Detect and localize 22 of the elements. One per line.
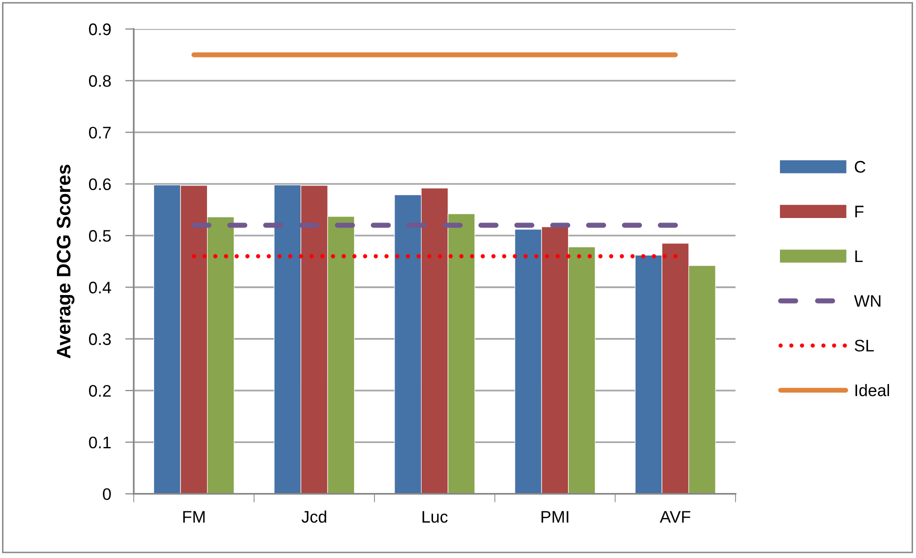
y-tick-label: 0.8: [89, 75, 111, 87]
y-tick-label: 0.6: [89, 178, 111, 190]
y-tick-label: 0.2: [89, 384, 111, 397]
y-tick-label: 0.1: [89, 436, 111, 448]
x-tick-label: Luc: [422, 511, 448, 523]
x-tick-label: AVF: [660, 511, 690, 523]
y-tick-label: 0.3: [89, 333, 111, 346]
legend-label: WN: [854, 295, 880, 307]
legend-label: F: [855, 206, 864, 218]
y-tick-label: 0.5: [89, 230, 111, 242]
y-tick-label: 0.7: [89, 126, 111, 139]
x-tick-label: PMI: [542, 511, 568, 523]
x-tick-label: Jcd: [302, 510, 326, 523]
x-tick-label: FM: [183, 511, 205, 523]
y-tick-label: 0: [102, 488, 111, 500]
legend-label: C: [854, 160, 866, 173]
legend-label: L: [855, 250, 863, 262]
legend-label: SL: [854, 340, 874, 352]
y-tick-label: 0.9: [89, 23, 111, 36]
y-axis-title: Average DCG Scores: [56, 164, 74, 358]
y-tick-label: 0.4: [89, 282, 112, 294]
legend-label: Ideal: [856, 384, 889, 396]
